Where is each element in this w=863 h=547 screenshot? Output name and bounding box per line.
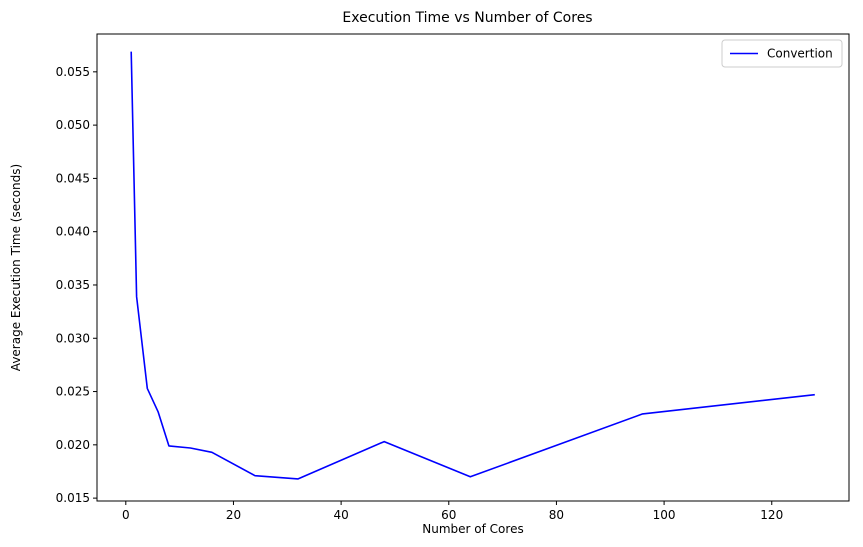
x-axis-ticks: 0 20 40 60 80 100 120 (122, 501, 783, 522)
legend-box (721, 39, 843, 68)
y-axis-label: Average Execution Time (seconds) (9, 164, 23, 371)
x-tick-label: 80 (549, 508, 564, 522)
x-tick-label: 40 (333, 508, 348, 522)
y-tick-label: 0.040 (56, 225, 90, 239)
plot-frame (96, 33, 850, 502)
y-tick-label: 0.020 (56, 438, 90, 452)
chart-title: Execution Time vs Number of Cores (342, 10, 592, 26)
x-axis-label: Number of Cores (422, 522, 523, 536)
legend: Convertion (721, 39, 843, 68)
y-tick-label: 0.030 (56, 331, 90, 345)
series-line-convertion (130, 51, 815, 480)
y-tick-label: 0.055 (56, 65, 90, 79)
y-tick-label: 0.045 (56, 171, 90, 185)
x-tick-label: 100 (653, 508, 676, 522)
y-tick-label: 0.050 (56, 118, 90, 132)
x-tick-label: 60 (441, 508, 456, 522)
y-tick-label: 0.035 (56, 278, 90, 292)
legend-label-convertion: Convertion (767, 47, 833, 61)
series-layer (130, 51, 815, 480)
x-tick-label: 120 (760, 508, 783, 522)
x-tick-label: 0 (122, 508, 130, 522)
y-tick-label: 0.015 (56, 491, 90, 505)
y-axis-ticks: 0.015 0.020 0.025 0.030 0.035 0.040 0.045 0.050… (56, 65, 97, 505)
y-tick-label: 0.025 (56, 385, 90, 399)
x-tick-label: 20 (226, 508, 241, 522)
